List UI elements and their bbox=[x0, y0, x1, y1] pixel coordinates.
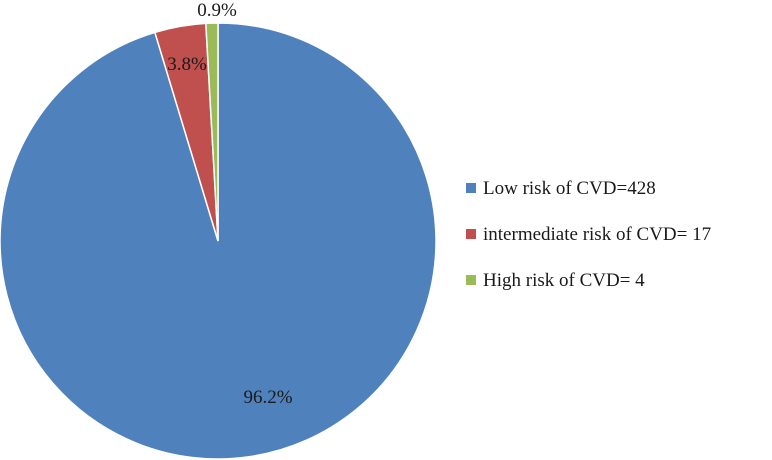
legend-swatch-2 bbox=[466, 229, 476, 239]
legend-label-1: Low risk of CVD=428 bbox=[483, 178, 656, 199]
pie-slice-3 bbox=[205, 22, 219, 242]
pie-slices bbox=[0, 22, 437, 460]
slice-percent-label-1: 96.2% bbox=[243, 387, 292, 408]
legend: Low risk of CVD=428 intermediate risk of … bbox=[466, 178, 711, 291]
legend-item-1: Low risk of CVD=428 bbox=[466, 178, 656, 199]
legend-swatch-3 bbox=[466, 275, 476, 285]
legend-item-2: intermediate risk of CVD= 17 bbox=[466, 224, 711, 245]
slice-percent-label-3: 0.9% bbox=[197, 0, 237, 21]
legend-swatch-1 bbox=[466, 183, 476, 193]
legend-item-3: High risk of CVD= 4 bbox=[466, 270, 645, 291]
legend-label-2: intermediate risk of CVD= 17 bbox=[483, 224, 711, 245]
legend-label-3: High risk of CVD= 4 bbox=[483, 270, 645, 291]
slice-percent-label-2: 3.8% bbox=[167, 54, 207, 75]
pie-labels: 96.2% 3.8% 0.9% bbox=[167, 0, 293, 408]
